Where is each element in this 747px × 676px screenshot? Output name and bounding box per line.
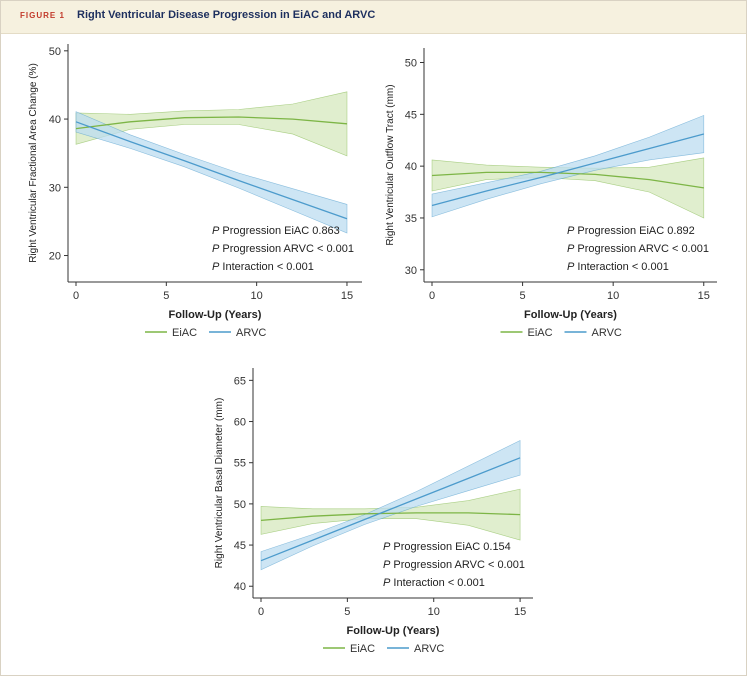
x-tick-label: 0 — [429, 290, 435, 302]
p-value-annotation: P Progression EiAC 0.863 — [212, 225, 340, 237]
p-value-annotation: P Progression ARVC < 0.001 — [212, 243, 354, 255]
series-line-arvc — [431, 133, 704, 207]
figure-label: FIGURE 1 — [20, 11, 65, 20]
y-tick-label: 60 — [234, 417, 246, 429]
x-tick-label: 0 — [73, 290, 79, 302]
y-axis-label: Right Ventricular Basal Diameter (mm) — [214, 398, 225, 569]
y-axis-label: Right Ventricular Fractional Area Change… — [28, 63, 39, 263]
x-tick-label: 10 — [251, 290, 263, 302]
confidence-band-arvc — [431, 114, 705, 218]
legend-label-arvc: ARVC — [236, 327, 266, 339]
y-tick-label: 50 — [49, 46, 61, 58]
figure-title: Right Ventricular Disease Progression in… — [77, 9, 376, 21]
y-tick-label: 50 — [405, 58, 417, 70]
x-axis-label: Follow-Up (Years) — [169, 309, 262, 321]
p-value-annotation: P Interaction < 0.001 — [567, 261, 669, 273]
p-value-annotation: P Interaction < 0.001 — [212, 261, 314, 273]
x-tick-label: 5 — [344, 606, 350, 618]
x-tick-label: 15 — [514, 606, 526, 618]
x-tick-label: 15 — [698, 290, 710, 302]
y-tick-label: 35 — [405, 213, 417, 225]
y-tick-label: 30 — [405, 265, 417, 277]
x-tick-label: 15 — [341, 290, 353, 302]
legend-label-eiac: EiAC — [350, 643, 375, 655]
p-value-annotation: P Progression ARVC < 0.001 — [383, 559, 525, 571]
y-tick-label: 45 — [234, 540, 246, 552]
x-axis-label: Follow-Up (Years) — [347, 625, 440, 637]
series-line-eiac — [260, 512, 521, 522]
y-axis-label: Right Ventricular Outflow Tract (mm) — [385, 84, 396, 245]
p-value-annotation: P Interaction < 0.001 — [383, 577, 485, 589]
p-value-annotation: P Progression ARVC < 0.001 — [567, 243, 709, 255]
series-line-arvc — [75, 121, 348, 220]
x-tick-label: 5 — [163, 290, 169, 302]
x-tick-label: 10 — [428, 606, 440, 618]
p-value-annotation: P Progression EiAC 0.892 — [567, 225, 695, 237]
y-tick-label: 40 — [49, 114, 61, 126]
x-tick-label: 10 — [607, 290, 619, 302]
series-line-eiac — [431, 171, 704, 189]
y-tick-label: 30 — [49, 182, 61, 194]
y-tick-label: 55 — [234, 458, 246, 470]
confidence-band-arvc — [260, 440, 521, 571]
x-axis-label: Follow-Up (Years) — [524, 309, 617, 321]
figure-header: FIGURE 1 Right Ventricular Disease Progr… — [1, 1, 746, 34]
series-line-arvc — [260, 457, 521, 562]
legend-label-eiac: EiAC — [172, 327, 197, 339]
y-tick-label: 20 — [49, 251, 61, 263]
x-tick-label: 5 — [520, 290, 526, 302]
legend-label-arvc: ARVC — [592, 327, 622, 339]
p-value-annotation: P Progression EiAC 0.154 — [383, 541, 511, 553]
y-tick-label: 40 — [234, 581, 246, 593]
confidence-band-eiac — [75, 91, 348, 157]
confidence-band-arvc — [75, 111, 348, 234]
y-tick-label: 65 — [234, 375, 246, 387]
y-tick-label: 40 — [405, 161, 417, 173]
legend-label-eiac: EiAC — [528, 327, 553, 339]
series-line-eiac — [75, 116, 348, 130]
y-tick-label: 45 — [405, 109, 417, 121]
legend-label-arvc: ARVC — [414, 643, 444, 655]
y-tick-label: 50 — [234, 499, 246, 511]
x-tick-label: 0 — [258, 606, 264, 618]
